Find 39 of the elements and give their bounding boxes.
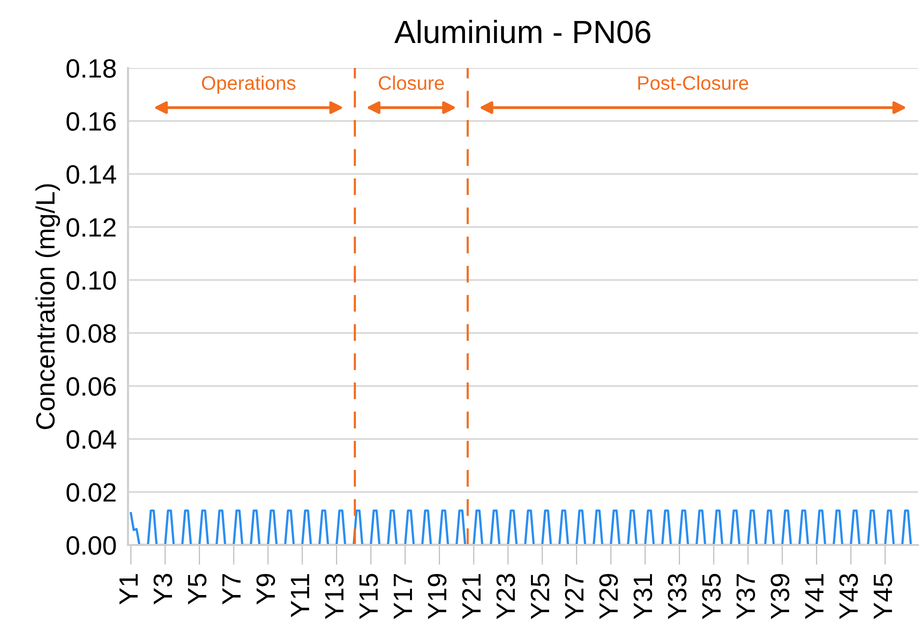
x-tick-label: Y43	[839, 574, 858, 620]
x-tick-label: Y1	[120, 574, 138, 604]
x-tick-label: Y15	[360, 574, 378, 620]
y-tick-label: 0.12	[66, 218, 116, 237]
annotation: Operations	[202, 76, 296, 94]
y-axis-title: Concentration (mg/L)	[35, 184, 60, 430]
annotation: Post-Closure	[638, 76, 748, 90]
x-tick-label: Y39	[770, 574, 790, 620]
y-tick-label: 0.02	[66, 483, 116, 502]
y-tick-label: 0.08	[66, 324, 116, 343]
y-tick-label: 0.04	[66, 430, 116, 449]
x-tick-label: Y21	[462, 574, 481, 620]
x-tick-label: Y9	[256, 574, 276, 604]
x-tick-label: Y3	[154, 574, 172, 604]
y-tick-label: 0.16	[66, 112, 116, 131]
x-tick-label: Y17	[394, 574, 412, 620]
x-tick-label: Y11	[290, 574, 310, 618]
x-tick-label: Y27	[564, 574, 584, 620]
x-tick-label: Y35	[702, 574, 721, 620]
y-tick-label: 0.00	[66, 536, 116, 555]
y-tick-label: 0.10	[66, 271, 116, 290]
x-tick-label: Y23	[496, 574, 516, 620]
x-tick-label: Y25	[530, 574, 550, 620]
x-tick-label: Y29	[599, 574, 618, 620]
x-tick-label: Y33	[668, 574, 687, 620]
chart-title: Aluminium - PN06	[394, 20, 650, 44]
x-tick-label: Y7	[222, 574, 241, 604]
x-tick-label: Y19	[428, 574, 447, 620]
y-tick-label: 0.06	[66, 377, 116, 396]
y-tick-label: 0.18	[66, 59, 116, 78]
x-tick-label: Y13	[324, 574, 344, 620]
annotation: Closure	[378, 76, 444, 90]
line-series	[130, 509, 912, 545]
x-tick-label: Y31	[634, 574, 652, 620]
x-tick-label: Y37	[736, 574, 756, 620]
x-tick-label: Y41	[805, 574, 824, 620]
x-tick-label: Y45	[874, 574, 892, 620]
y-tick-label: 0.14	[66, 165, 116, 184]
x-tick-label: Y5	[188, 574, 207, 604]
